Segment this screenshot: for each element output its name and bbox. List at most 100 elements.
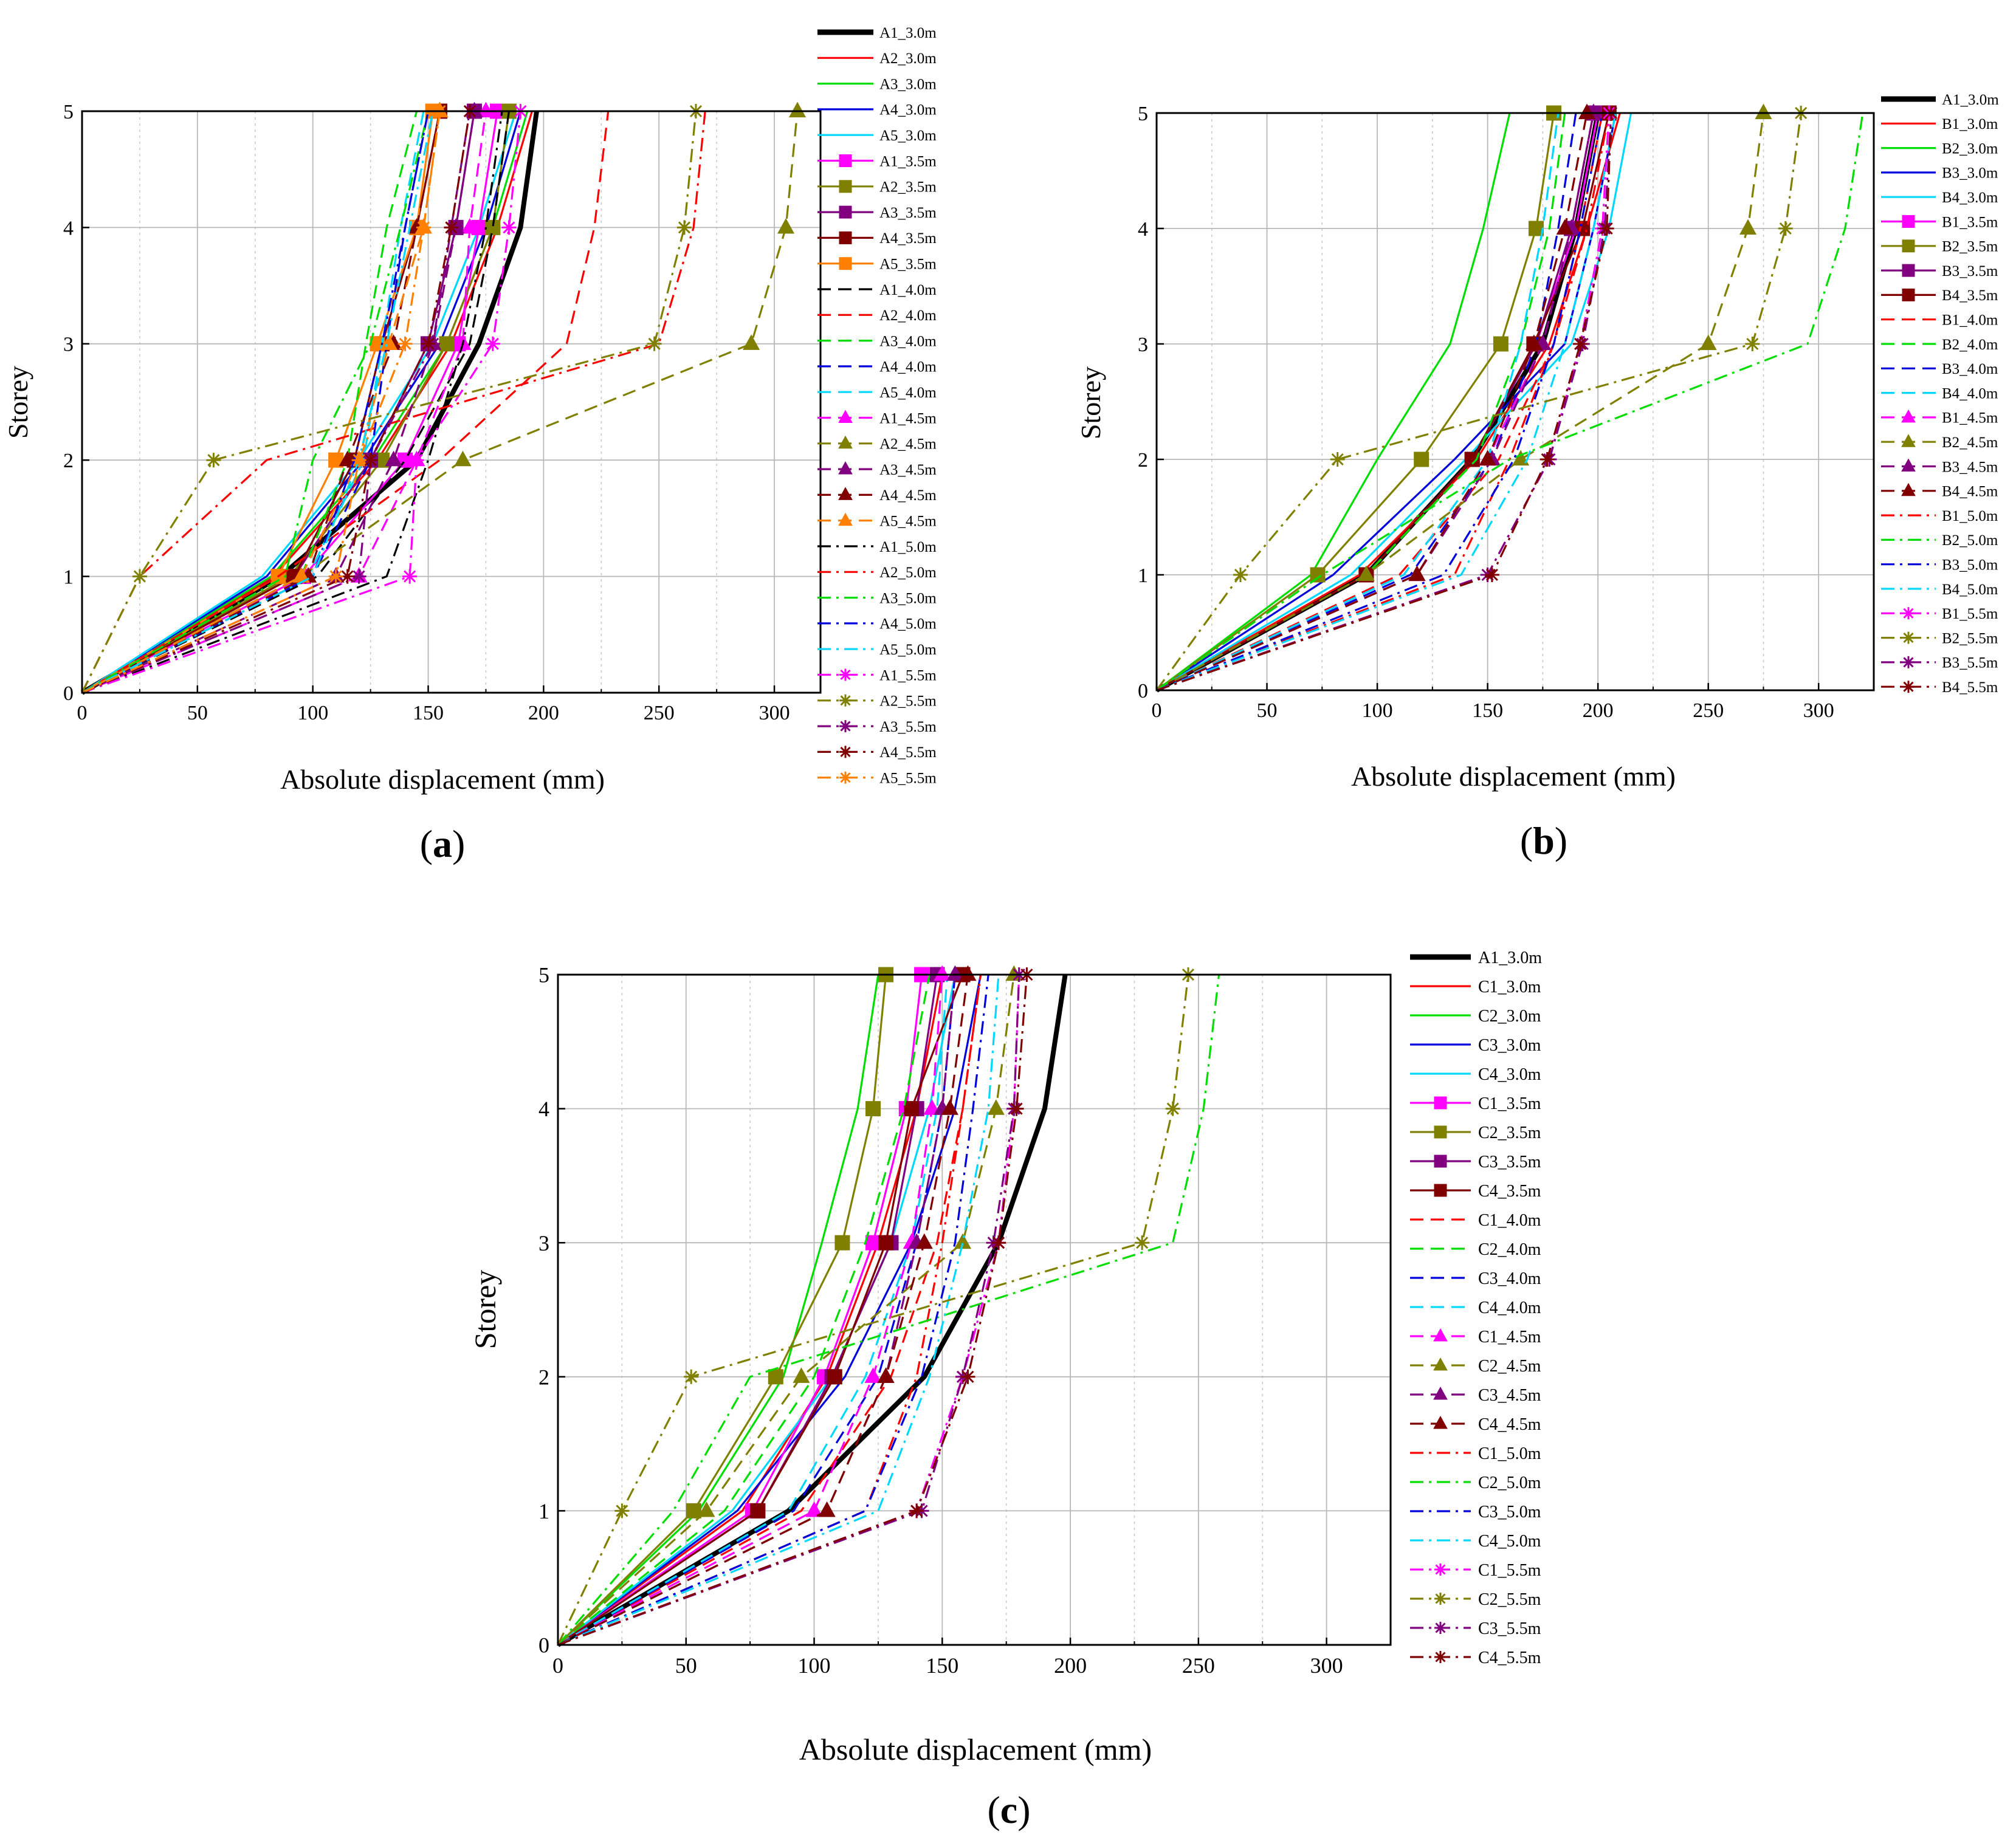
panel-0-legend-label: A2_5.0m bbox=[879, 564, 937, 581]
panel-0-legend-item: A4_5.5m bbox=[817, 744, 937, 761]
panel-2-legend-item: C4_5.5m bbox=[1410, 1649, 1541, 1667]
panel-1-legend-label: B2_5.0m bbox=[1942, 532, 1998, 549]
panel-0-legend-label: A4_3.0m bbox=[879, 102, 937, 118]
panel-2-series-C3_3.0m bbox=[557, 974, 982, 1646]
panel-2-legend-marker bbox=[1434, 1651, 1447, 1663]
panel-2-y-tick-label: 3 bbox=[538, 1231, 549, 1255]
panel-1-x-tick-label: 300 bbox=[1803, 699, 1834, 722]
panel-0-y-tick-label: 2 bbox=[63, 450, 74, 472]
panel-2-legend-label: A1_3.0m bbox=[1478, 949, 1542, 967]
panel-0-legend-label: A1_3.0m bbox=[879, 25, 937, 41]
panel-2-legend-label: C4_3.0m bbox=[1478, 1065, 1541, 1084]
panel-0-data-point bbox=[439, 336, 455, 352]
panel-1-series-B3_5.0m bbox=[1156, 112, 1603, 691]
panel-2-legend-item: C1_3.5m bbox=[1410, 1094, 1541, 1113]
panel-0-legend-label: A1_5.5m bbox=[879, 667, 937, 684]
panel-0-legend-label: A5_3.0m bbox=[879, 128, 937, 144]
panel-0-x-tick-label: 150 bbox=[413, 702, 444, 724]
panel-0-series-line bbox=[81, 111, 430, 694]
panel-1-legend-label: B3_5.0m bbox=[1942, 557, 1998, 573]
panel-1-data-point bbox=[1493, 336, 1509, 352]
panel-2-legend-item: C3_5.0m bbox=[1410, 1503, 1541, 1522]
panel-2-data-point bbox=[805, 1501, 823, 1517]
panel-1-legend-item: B1_3.0m bbox=[1881, 116, 1998, 132]
panel-1-legend-item: B4_4.0m bbox=[1881, 385, 1998, 402]
panel-1-data-point bbox=[1357, 565, 1375, 582]
panel-0-x-tick-label: 100 bbox=[297, 702, 328, 724]
panel-2-series-line bbox=[557, 974, 964, 1646]
panel-1-legend-marker bbox=[1901, 482, 1916, 496]
panel-2-legend-marker bbox=[1434, 1096, 1447, 1110]
panel-1-legend-marker bbox=[1902, 681, 1915, 693]
panel-1-series-line bbox=[1156, 112, 1864, 691]
panel-0-data-point bbox=[461, 218, 478, 234]
panel-2-x-tick-label: 100 bbox=[798, 1653, 831, 1678]
panel-0-legend-label: A3_5.0m bbox=[879, 590, 937, 606]
panel-2-data-point bbox=[698, 1501, 715, 1517]
panel-0-legend-item: A2_5.5m bbox=[817, 693, 937, 710]
panel-0-y-tick-label: 4 bbox=[63, 217, 74, 239]
panel-1-legend-label: B1_3.5m bbox=[1942, 214, 1998, 230]
panel-0-data-point bbox=[351, 569, 366, 584]
panel-1-series-line bbox=[1156, 112, 1632, 691]
panel-0-legend-label: A2_4.5m bbox=[879, 436, 937, 453]
panel-0-series-A5_5.0m bbox=[81, 111, 434, 694]
panel-1-y-tick-label: 3 bbox=[1138, 334, 1148, 356]
panel-0-legend-label: A5_5.5m bbox=[879, 770, 937, 786]
panel-1-legend-marker bbox=[1902, 264, 1915, 277]
panel-1-legend-label: B3_3.5m bbox=[1942, 263, 1998, 280]
panel-2-series-A1_3.0m bbox=[556, 974, 1068, 1647]
panel-0-legend-item: A5_5.5m bbox=[817, 770, 937, 786]
panel-2-legend-label: C2_5.5m bbox=[1478, 1590, 1541, 1609]
panel-1-legend-label: B4_5.5m bbox=[1942, 679, 1998, 696]
panel-2-data-point bbox=[686, 1503, 701, 1518]
panel-1-legend-item: B2_4.5m bbox=[1881, 434, 1998, 451]
panel-2-y-tick-label: 1 bbox=[538, 1499, 549, 1523]
panel-0-legend-label: A3_4.5m bbox=[879, 462, 937, 478]
panel-0-axes-frame bbox=[81, 110, 822, 694]
panel-1-data-point bbox=[1484, 568, 1499, 582]
panel-0-legend-marker bbox=[838, 435, 853, 449]
panel-2-data-point bbox=[834, 1235, 850, 1251]
panel-0-x-tick-label: 250 bbox=[644, 702, 675, 724]
panel-2-data-point bbox=[793, 1367, 810, 1383]
panel-0-series-line bbox=[81, 111, 697, 693]
panel-2-data-point bbox=[818, 1501, 836, 1517]
panel-1-legend-label: B4_4.5m bbox=[1942, 484, 1998, 500]
panel-0-legend-item: A4_3.5m bbox=[817, 230, 937, 247]
panel-1-series-B2_3.5m bbox=[1156, 105, 1562, 691]
panel-2-data-point bbox=[904, 1101, 920, 1117]
panel-2-data-point bbox=[915, 1233, 933, 1249]
panel-2-data-point bbox=[750, 1503, 766, 1518]
panel-0-data-point bbox=[444, 220, 459, 235]
panel-0-legend-marker bbox=[839, 205, 852, 219]
panel-1-series-line bbox=[1156, 112, 1617, 691]
panel-1-legend-marker bbox=[1902, 288, 1915, 301]
panel-0-legend-label: A3_4.0m bbox=[879, 333, 937, 349]
panel-1-legend-item: B1_5.5m bbox=[1881, 606, 1998, 622]
panel-2-legend-item: C2_5.5m bbox=[1410, 1590, 1541, 1609]
panel-2-legend-marker bbox=[1434, 1622, 1447, 1634]
panel-0-y-tick-label: 3 bbox=[63, 334, 74, 356]
panel-1-legend-label: B1_3.0m bbox=[1942, 116, 1998, 132]
panel-0-legend-item: A3_4.0m bbox=[817, 333, 937, 349]
panel-0-series-line bbox=[81, 111, 517, 694]
panel-2-legend-marker bbox=[1434, 1563, 1447, 1576]
panel-0-data-point bbox=[363, 453, 378, 468]
panel-1-series-line bbox=[1156, 112, 1612, 691]
panel-1-data-point bbox=[1755, 103, 1772, 120]
panel-0-legend-marker bbox=[839, 231, 852, 244]
panel-1-data-point bbox=[1233, 568, 1248, 582]
panel-1-legend-label: B4_3.5m bbox=[1942, 287, 1998, 304]
panel-1-x-tick-label: 200 bbox=[1583, 699, 1614, 722]
panel-0-data-point bbox=[132, 569, 147, 584]
panel-0-legend-item: A2_4.5m bbox=[817, 435, 937, 453]
panel-2-series-line bbox=[557, 974, 943, 1646]
panel-0-legend-label: A4_5.5m bbox=[879, 744, 937, 761]
panel-1-legend-item: B3_3.5m bbox=[1881, 263, 1998, 280]
panel-2-legend-item: C4_3.0m bbox=[1410, 1065, 1541, 1084]
panel-1-y-tick-label: 0 bbox=[1138, 680, 1148, 702]
panel-1-legend: A1_3.0m B1_3.0m B2_3.0m B3_3.0m B4_3.0m B1_3.… bbox=[1881, 92, 1999, 696]
panel-2-legend-item: C3_5.5m bbox=[1410, 1619, 1541, 1638]
